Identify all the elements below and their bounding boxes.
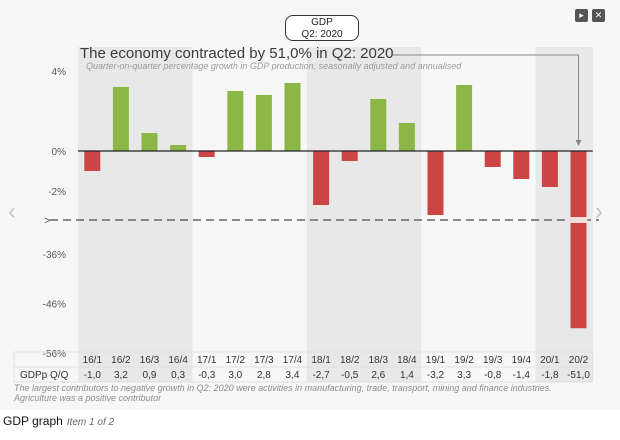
x-tick-label: 17/2	[226, 355, 246, 366]
x-tick-label: 20/2	[569, 355, 589, 366]
bar	[370, 99, 387, 151]
table-row-label: GDPp Q/Q	[20, 370, 69, 381]
data-label: -0,3	[198, 370, 216, 381]
caption-item-count: Item 1 of 2	[66, 417, 115, 428]
data-label: -51,0	[567, 370, 590, 381]
bar	[484, 151, 501, 167]
gallery-caption: GDP graph Item 1 of 2	[3, 414, 114, 428]
gdp-bar-chart: 4% 0% -2% -36% -46% -56% >16/1 -1,0 16/2 3,2 16/3 0…	[13, 47, 599, 383]
y-tick-label: -36%	[43, 250, 66, 261]
y-tick-label: 0%	[52, 147, 67, 158]
chevron-right-icon[interactable]: ›	[595, 198, 603, 225]
data-label: 0,9	[143, 370, 157, 381]
y-tick-label: -2%	[48, 187, 66, 198]
y-tick-label: -46%	[43, 300, 66, 311]
y-tick-label: -56%	[43, 349, 66, 360]
pill-title: GDP	[311, 17, 333, 28]
bar	[341, 151, 358, 161]
bar	[84, 151, 101, 171]
x-tick-label: 16/2	[111, 355, 131, 366]
data-label: -0,5	[341, 370, 359, 381]
x-tick-label: 20/1	[540, 355, 560, 366]
bar	[313, 151, 330, 205]
chart-subtitle: Quarter-on-quarter percentage growth in …	[86, 61, 462, 71]
chart-headline: The economy contracted by 51,0% in Q2: 2…	[80, 45, 394, 62]
bar	[427, 151, 444, 215]
data-label: 2,8	[257, 370, 271, 381]
y-tick-label: 4%	[52, 67, 67, 78]
bar	[570, 151, 587, 329]
data-label: -1,8	[541, 370, 559, 381]
bar	[284, 83, 301, 151]
annotation-arrow	[392, 54, 579, 143]
bar	[255, 95, 272, 151]
bar	[513, 151, 530, 179]
year-band-2018	[306, 47, 422, 382]
bar	[398, 123, 415, 151]
play-icon[interactable]: ▸	[575, 9, 588, 22]
annotation-arrowhead	[575, 140, 582, 146]
axis-break-label: >	[44, 215, 50, 227]
x-tick-label: 17/3	[254, 355, 274, 366]
year-band-2016	[78, 47, 193, 382]
chevron-left-icon[interactable]: ‹	[8, 198, 16, 225]
x-tick-label: 17/4	[283, 355, 303, 366]
data-label: -2,7	[312, 370, 330, 381]
x-tick-label: 18/2	[340, 355, 360, 366]
x-tick-label: 19/3	[483, 355, 503, 366]
x-tick-label: 16/1	[83, 355, 103, 366]
data-label: 1,4	[400, 370, 414, 381]
x-tick-label: 17/1	[197, 355, 217, 366]
data-label: -3,2	[427, 370, 445, 381]
bar	[227, 91, 244, 151]
data-label: 0,3	[171, 370, 185, 381]
bar	[456, 85, 473, 151]
break-gap	[569, 217, 588, 223]
data-label: 3,2	[114, 370, 128, 381]
x-tick-label: 16/4	[168, 355, 188, 366]
data-label: -1,4	[513, 370, 531, 381]
x-tick-label: 19/2	[454, 355, 474, 366]
chart-footnote: The largest contributors to negative gro…	[14, 383, 552, 403]
x-tick-label: 19/4	[512, 355, 532, 366]
x-tick-label: 18/3	[369, 355, 389, 366]
bar	[541, 151, 558, 187]
bar	[112, 87, 129, 151]
bar	[141, 133, 158, 151]
bar	[198, 151, 215, 157]
x-tick-label: 18/1	[311, 355, 331, 366]
x-tick-label: 16/3	[140, 355, 160, 366]
caption-title: GDP graph	[3, 414, 63, 428]
x-tick-label: 18/4	[397, 355, 417, 366]
data-label: 3,4	[286, 370, 300, 381]
close-icon[interactable]: ✕	[592, 9, 605, 22]
x-tick-label: 19/1	[426, 355, 446, 366]
bar	[170, 145, 187, 151]
data-label: 2,6	[371, 370, 385, 381]
data-label: -0,8	[484, 370, 502, 381]
pill-period: Q2: 2020	[301, 29, 343, 40]
data-label: -1,0	[84, 370, 102, 381]
chart-title-pill: GDP Q2: 2020	[285, 15, 359, 41]
data-label: 3,0	[228, 370, 242, 381]
data-label: 3,3	[457, 370, 471, 381]
